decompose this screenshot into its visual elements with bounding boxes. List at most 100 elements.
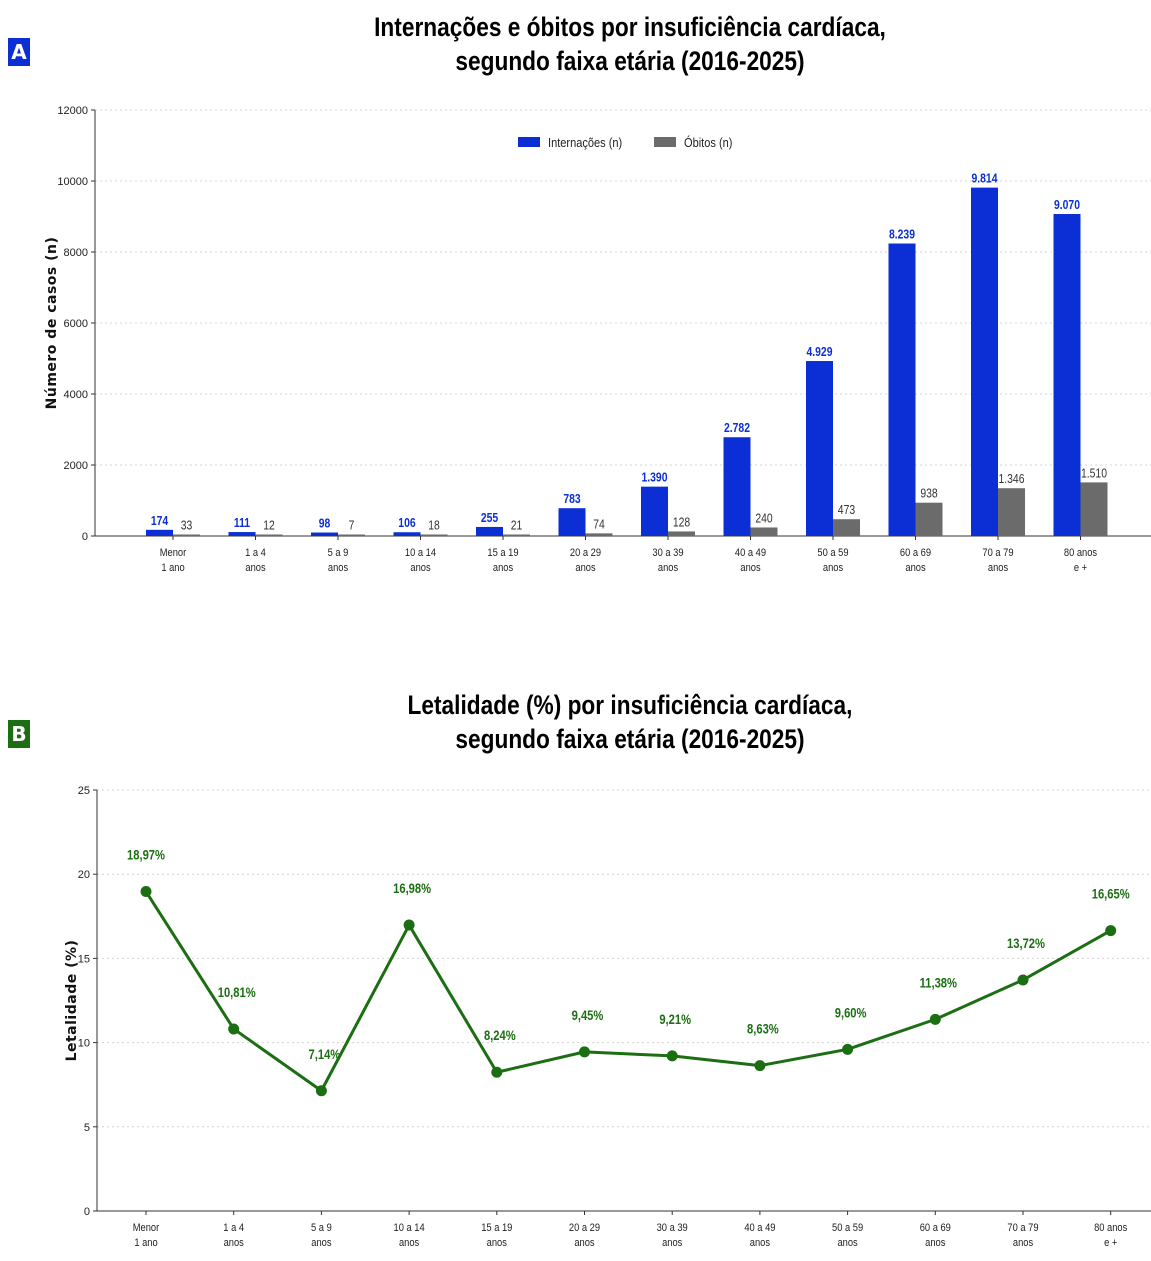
admissions-bar	[393, 532, 421, 536]
lethality-point	[754, 1060, 766, 1072]
line-chart: 0 5 10 15 20 25 Letalidade (%) 18,97% 10,81% 7,14…	[64, 785, 1151, 1249]
admissions-bar	[558, 508, 586, 536]
lethality-value-label: 10,81%	[218, 985, 256, 1000]
admissions-value-label: 9.070	[1054, 198, 1080, 212]
x-tick-label: Menor 1 ano	[133, 1222, 160, 1249]
y-tick-label: 4000	[64, 389, 88, 401]
y-tick-label: 15	[78, 953, 90, 965]
x-tick-label: 1 a 4 anos	[223, 1222, 244, 1249]
admissions-value-label: 106	[398, 516, 416, 530]
admissions-value-label: 1.390	[641, 471, 667, 485]
deaths-bar	[998, 488, 1025, 536]
admissions-value-label: 255	[481, 511, 499, 525]
chart-a-title-line1: Internações e óbitos por insuficiência c…	[374, 12, 886, 42]
admissions-value-label: 4.929	[806, 345, 832, 359]
deaths-value-label: 938	[920, 487, 938, 501]
legend-label-admissions: Internações (n)	[548, 135, 622, 150]
y-tick-label: 6000	[64, 318, 88, 330]
deaths-bar	[255, 534, 283, 536]
legend: Internações (n) Óbitos (n)	[518, 134, 732, 150]
admissions-value-label: 111	[234, 516, 251, 530]
y-tick-label: 8000	[64, 247, 88, 259]
panel-a: A Internações e óbitos por insuficiência…	[0, 0, 1151, 620]
deaths-bar	[420, 534, 448, 536]
deaths-bar	[915, 502, 943, 536]
legend-swatch-deaths	[654, 137, 676, 147]
deaths-bar	[585, 533, 613, 536]
x-tick-label: 15 a 19 anos	[481, 1222, 512, 1249]
lethality-value-label: 16,98%	[393, 881, 431, 896]
chart-a-title: Internações e óbitos por insuficiência c…	[227, 10, 1033, 78]
deaths-bar	[668, 531, 695, 536]
lethality-point	[140, 886, 152, 898]
admissions-bar	[228, 532, 256, 536]
deaths-value-label: 240	[755, 511, 773, 525]
admissions-value-label: 2.782	[724, 421, 750, 435]
y-tick-label: 10000	[57, 176, 88, 188]
admissions-bar	[476, 526, 503, 536]
x-tick-label: Menor 1 ano	[160, 547, 187, 574]
deaths-bar	[833, 519, 860, 536]
lethality-point	[666, 1050, 678, 1062]
admissions-bar	[311, 532, 338, 536]
x-tick-label: 80 anos e +	[1094, 1222, 1127, 1249]
admissions-bar	[641, 486, 668, 536]
lethality-value-label: 8,24%	[484, 1028, 516, 1043]
x-tick-label: 20 a 29 anos	[570, 547, 601, 574]
panel-b-letter: B	[8, 720, 30, 748]
lethality-value-label: 9,45%	[572, 1008, 604, 1023]
bar-chart: 0 2000 4000 6000 8000 10000 12000 Número de cas…	[44, 105, 1151, 574]
lethality-point	[403, 919, 415, 931]
y-tick-label: 10	[78, 1038, 90, 1050]
admissions-bar	[888, 243, 916, 536]
deaths-bar	[503, 534, 530, 536]
x-tick-label: 10 a 14 anos	[394, 1222, 425, 1249]
deaths-bar	[1080, 482, 1108, 536]
lethality-value-label: 13,72%	[1007, 936, 1045, 951]
legend-label-deaths: Óbitos (n)	[684, 134, 732, 150]
x-tick-label: 20 a 29 anos	[569, 1222, 600, 1249]
lethality-point	[1105, 925, 1117, 937]
deaths-bar	[173, 534, 200, 536]
deaths-value-label: 74	[593, 517, 605, 531]
panel-a-letter: A	[8, 38, 30, 66]
lethality-point	[491, 1066, 503, 1078]
x-tick-label: 40 a 49 anos	[744, 1222, 775, 1249]
x-tick-label: 15 a 19 anos	[487, 547, 518, 574]
lethality-value-label: 18,97%	[127, 847, 165, 862]
admissions-bar	[1053, 214, 1081, 536]
lethality-value-label: 16,65%	[1092, 886, 1130, 901]
x-tick-label: 30 a 39 anos	[657, 1222, 688, 1249]
lethality-value-label: 8,63%	[747, 1022, 779, 1037]
x-tick-label: 40 a 49 anos	[735, 547, 766, 574]
lethality-value-label: 9,60%	[835, 1005, 867, 1020]
x-tick-label: 50 a 59 anos	[832, 1222, 863, 1249]
deaths-value-label: 12	[263, 518, 275, 532]
lethality-point	[1017, 974, 1029, 986]
y-tick-label: 2000	[64, 460, 88, 472]
x-tick-label: 5 a 9 anos	[328, 547, 349, 574]
deaths-value-label: 473	[838, 503, 856, 517]
admissions-value-label: 8.239	[889, 227, 915, 241]
x-tick-label: 70 a 79 anos	[1007, 1222, 1038, 1249]
admissions-value-label: 174	[151, 514, 169, 528]
chart-b-title-line1: Letalidade (%) por insuficiência cardíac…	[407, 690, 853, 720]
x-tick-label: 70 a 79 anos	[982, 547, 1013, 574]
deaths-value-label: 1.346	[998, 472, 1024, 486]
x-tick-label: 10 a 14 anos	[405, 547, 436, 574]
legend-swatch-admissions	[518, 137, 540, 147]
admissions-bar	[806, 361, 833, 536]
deaths-bar	[750, 527, 778, 536]
lethality-point	[842, 1043, 854, 1055]
deaths-bar	[338, 534, 365, 536]
lethality-point	[929, 1013, 941, 1025]
admissions-value-label: 98	[319, 516, 331, 530]
x-tick-label: 60 a 69 anos	[900, 547, 931, 574]
x-tick-label: 80 anos e +	[1064, 547, 1097, 574]
lethality-value-label: 11,38%	[920, 975, 957, 990]
y-tick-label: 20	[78, 869, 90, 881]
y-tick-label: 0	[82, 531, 88, 543]
deaths-value-label: 1.510	[1081, 466, 1107, 480]
y-tick-label: 5	[84, 1122, 90, 1134]
deaths-value-label: 128	[673, 515, 691, 529]
